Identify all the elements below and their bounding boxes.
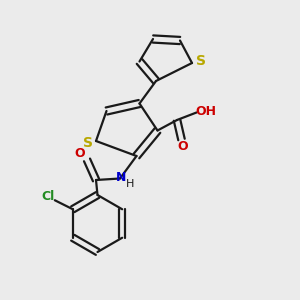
Text: S: S <box>82 136 93 150</box>
Text: OH: OH <box>195 105 216 118</box>
Text: S: S <box>196 54 206 68</box>
Text: O: O <box>177 140 188 153</box>
Text: N: N <box>116 171 126 184</box>
Text: O: O <box>74 147 85 161</box>
Text: H: H <box>126 179 134 189</box>
Text: Cl: Cl <box>42 190 55 203</box>
